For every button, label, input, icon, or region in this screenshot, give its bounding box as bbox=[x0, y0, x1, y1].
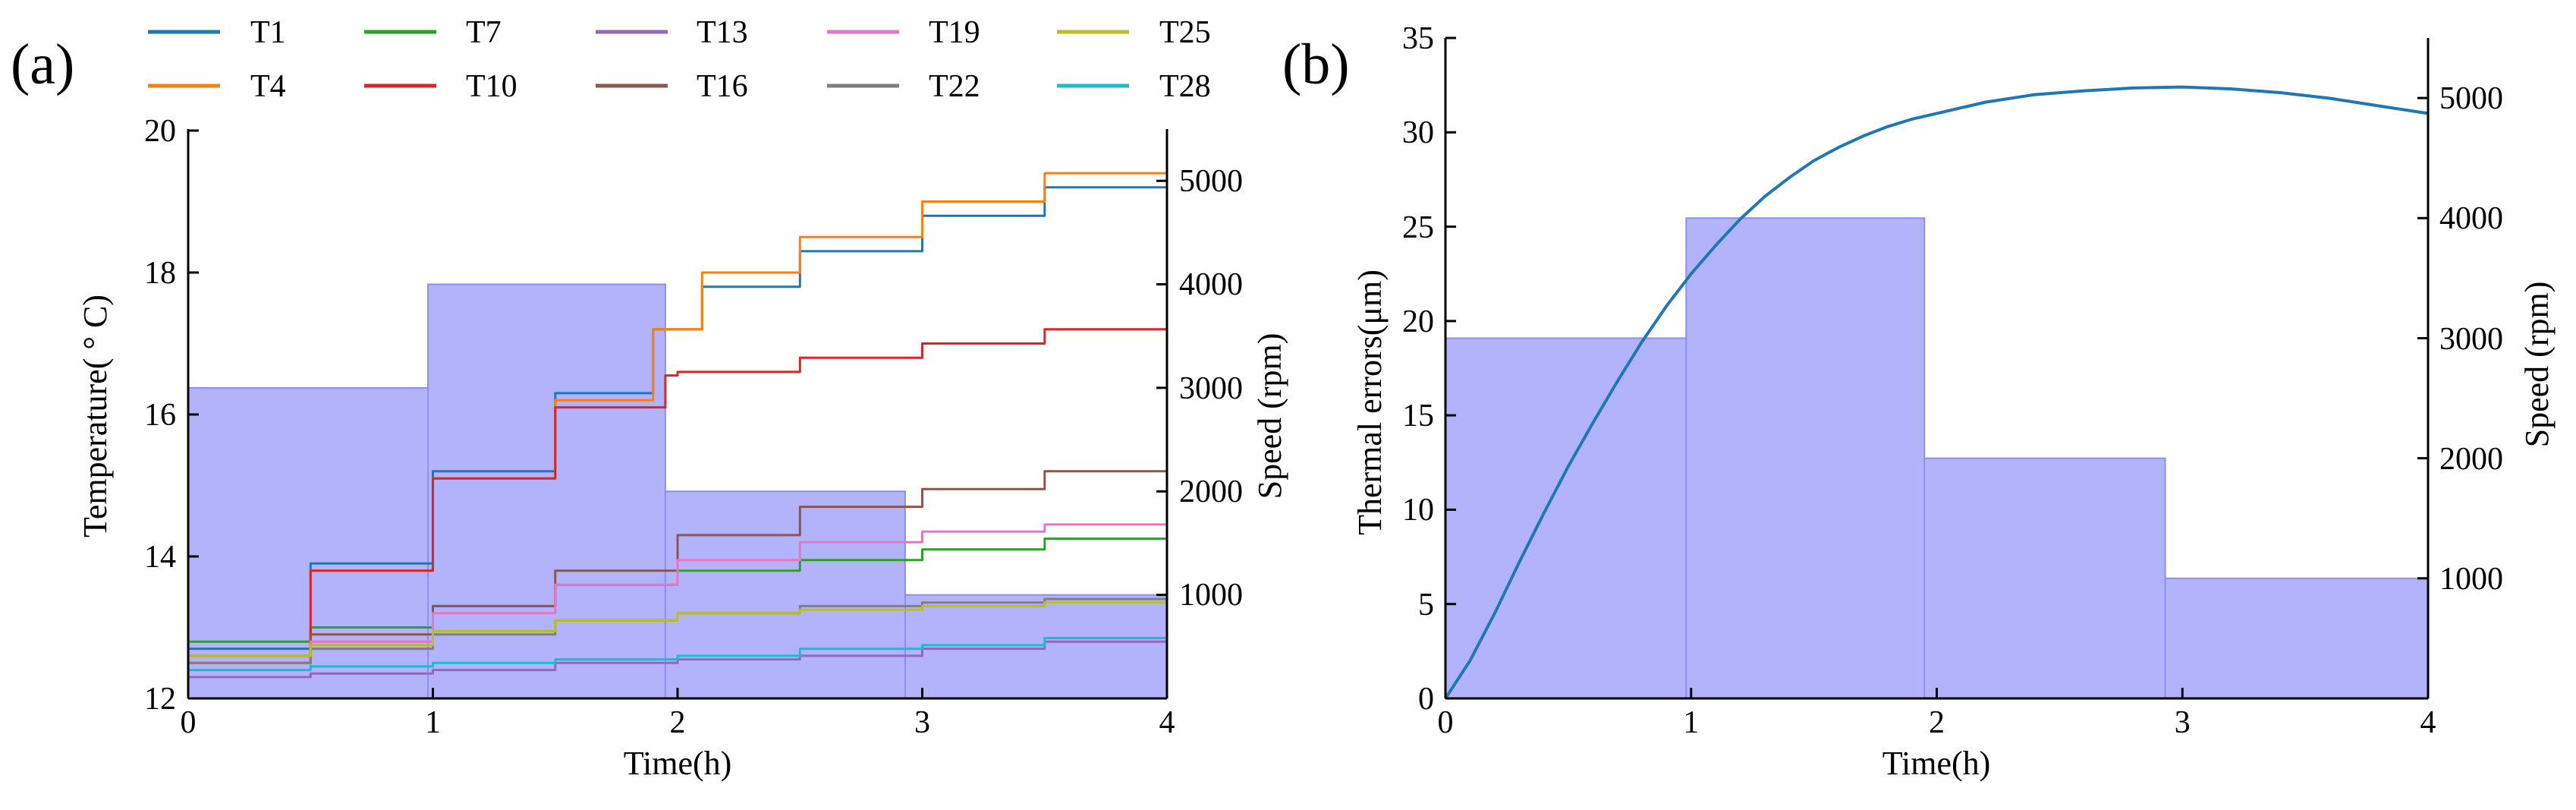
legend-label-t10: T10 bbox=[466, 69, 517, 104]
panel-a-y2-tick-label: 1000 bbox=[1179, 578, 1243, 613]
panel-a-y2-tick-label: 2000 bbox=[1179, 474, 1243, 509]
panel-a-y-tick-label: 12 bbox=[144, 682, 176, 717]
panel-a-y2-tick-label: 5000 bbox=[1179, 164, 1243, 199]
panel-a-x-axis-title: Time(h) bbox=[624, 745, 732, 782]
panel-b-y-tick-label: 25 bbox=[1402, 210, 1434, 245]
legend-label-t22: T22 bbox=[929, 69, 980, 104]
panel-b-y2-tick-label: 5000 bbox=[2439, 81, 2503, 116]
panel-a-x-tick-label: 4 bbox=[1159, 705, 1175, 740]
legend-label-t25: T25 bbox=[1159, 15, 1211, 50]
panel-b-x-ticks: 0 1 2 3 4 bbox=[1438, 688, 2436, 740]
panel-a: (a) 0 1 2 3 4 Time(h) 12 1 bbox=[11, 15, 1288, 782]
panel-b-y-tick-label: 0 bbox=[1418, 682, 1434, 717]
panel-b-y2-ticks: 1000 2000 3000 4000 5000 bbox=[2417, 81, 2503, 597]
panel-b: (b) 0 1 2 3 4 Time(h) bbox=[1282, 21, 2556, 782]
panel-a-y-tick-label: 16 bbox=[144, 398, 176, 433]
panel-a-y2-ticks: 1000 2000 3000 4000 5000 bbox=[1156, 164, 1243, 613]
panel-a-y-tick-label: 20 bbox=[144, 114, 176, 149]
panel-a-x-ticks: 0 1 2 3 4 bbox=[181, 688, 1175, 740]
panel-b-y2-tick-label: 2000 bbox=[2439, 442, 2503, 477]
panel-a-series-t16 bbox=[188, 457, 1168, 657]
panel-b-y-tick-label: 15 bbox=[1402, 399, 1434, 433]
panel-a-y-tick-label: 18 bbox=[144, 256, 176, 291]
panel-a-y-ticks: 12 14 16 18 20 bbox=[144, 114, 199, 717]
panel-b-y2-tick-label: 1000 bbox=[2439, 562, 2503, 597]
panel-b-x-tick-label: 4 bbox=[2420, 705, 2436, 740]
panel-b-y2-tick-label: 3000 bbox=[2439, 322, 2503, 357]
legend-label-t19: T19 bbox=[929, 15, 980, 50]
panel-a-x-tick-label: 0 bbox=[181, 705, 197, 740]
legend-label-t13: T13 bbox=[697, 15, 748, 50]
panel-b-speed-step-1 bbox=[1445, 337, 1687, 699]
panel-b-label: (b) bbox=[1282, 33, 1350, 96]
panel-b-series bbox=[1444, 85, 2429, 700]
panel-a-x-tick-label: 1 bbox=[425, 705, 441, 740]
panel-a-series bbox=[188, 159, 1168, 679]
panel-b-y2-tick-label: 4000 bbox=[2439, 201, 2503, 236]
panel-a-speed-step-1 bbox=[187, 386, 429, 699]
panel-b-x-tick-label: 2 bbox=[1929, 705, 1945, 740]
panel-b-x-tick-label: 1 bbox=[1683, 705, 1699, 740]
panel-a-series-t25 bbox=[188, 599, 1168, 657]
panel-a-y2-tick-label: 4000 bbox=[1179, 267, 1243, 302]
panel-a-series-t10 bbox=[188, 315, 1168, 664]
panel-a-speed-step-3 bbox=[664, 490, 906, 699]
panel-b-speed-step-3 bbox=[1923, 457, 2166, 699]
panel-a-legend: T1 T4 T7 T10 T13 T16 T19 T22 T25 T28 bbox=[148, 15, 1211, 104]
legend-label-t28: T28 bbox=[1159, 69, 1211, 104]
panel-b-y2-axis-title: Speed (rpm) bbox=[2518, 282, 2556, 448]
panel-b-y-tick-label: 35 bbox=[1402, 21, 1434, 56]
panel-a-speed-step-4 bbox=[904, 594, 1168, 699]
panel-a-x-tick-label: 3 bbox=[914, 705, 930, 740]
panel-a-x-tick-label: 2 bbox=[670, 705, 686, 740]
panel-b-speed-step-4 bbox=[2164, 577, 2429, 699]
panel-b-y-tick-label: 10 bbox=[1402, 493, 1434, 528]
panel-b-speed-step-2 bbox=[1685, 217, 1926, 700]
panel-a-y2-tick-label: 3000 bbox=[1179, 371, 1243, 406]
panel-a-speed-step-2 bbox=[427, 283, 666, 699]
legend-label-t7: T7 bbox=[466, 15, 502, 50]
panel-b-x-axis-title: Time(h) bbox=[1882, 745, 1991, 782]
panel-a-speed-profile bbox=[187, 283, 1168, 699]
panel-a-y-tick-label: 14 bbox=[144, 540, 176, 575]
panel-a-series-t28 bbox=[188, 631, 1168, 672]
panel-a-y2-axis-title: Speed (rpm) bbox=[1251, 333, 1288, 500]
panel-b-y-axis-title: Thermal errors(μm) bbox=[1351, 269, 1389, 535]
panel-b-x-tick-label: 3 bbox=[2175, 705, 2191, 740]
panel-a-series-t19 bbox=[188, 521, 1168, 672]
legend-label-t16: T16 bbox=[697, 69, 748, 104]
panel-b-series-thermal-error bbox=[1444, 85, 2429, 700]
panel-b-y-tick-label: 30 bbox=[1402, 115, 1434, 150]
panel-a-label: (a) bbox=[11, 33, 74, 96]
panel-a-y-axis-title: Temperature( ° C) bbox=[77, 295, 114, 537]
panel-b-y-ticks: 0 5 10 15 20 25 30 35 bbox=[1402, 21, 1456, 717]
panel-b-speed-profile bbox=[1445, 217, 2429, 700]
legend-label-t1: T1 bbox=[250, 15, 286, 50]
panel-b-x-tick-label: 0 bbox=[1438, 705, 1454, 740]
panel-b-y-tick-label: 5 bbox=[1418, 588, 1434, 622]
panel-b-y-tick-label: 20 bbox=[1402, 304, 1434, 339]
legend-label-t4: T4 bbox=[250, 69, 286, 104]
